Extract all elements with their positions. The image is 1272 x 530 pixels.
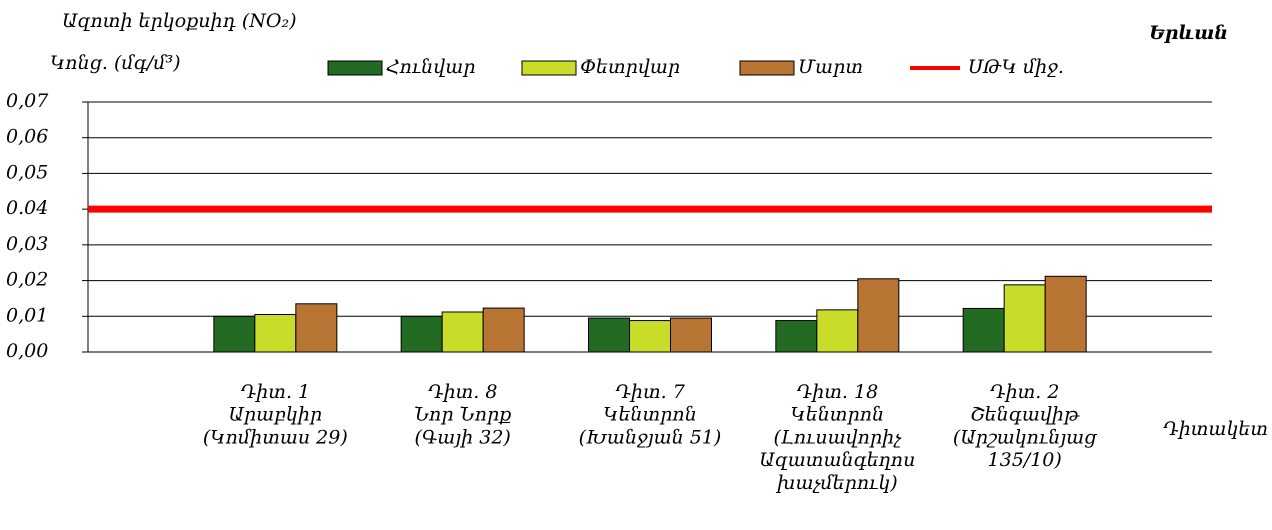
y-tick-label: 0,07	[6, 90, 49, 112]
y-axis-label: Կոնց. (մգ/մ³)	[50, 52, 181, 74]
x-tick-label: Կենտրոն	[603, 404, 697, 426]
x-tick-label: Կենտրոն	[791, 404, 885, 426]
bar	[816, 309, 859, 353]
x-axis-label: Դիտակետ	[1163, 418, 1268, 440]
x-tick-label: խաչմերուկ)	[775, 472, 898, 494]
legend-swatch	[521, 60, 577, 76]
legend-swatch	[327, 60, 383, 76]
x-tick-label: Դիտ. 18	[796, 381, 878, 403]
x-tick-label: Ազատանգեղոս	[759, 449, 915, 471]
legend-label: ՍԹԿ միջ.	[968, 56, 1064, 78]
x-tick-label: Շենգավիթ	[970, 404, 1080, 426]
x-tick-label: Նոր Նորք	[414, 404, 511, 426]
bar	[400, 315, 443, 353]
city-label: Երևան	[1149, 22, 1228, 44]
x-tick-label: Արաբկիր	[229, 404, 323, 426]
x-tick-label: 135/10)	[988, 449, 1062, 471]
bar	[254, 314, 297, 353]
y-tick-label: 0,01	[6, 304, 48, 326]
y-tick-label: 0,00	[6, 340, 48, 362]
x-tick-label: (Արշակունյաց	[953, 426, 1098, 448]
bar	[962, 307, 1005, 353]
x-tick-label: (Գայի 32)	[415, 426, 511, 448]
bar	[1044, 275, 1087, 353]
bar	[588, 317, 630, 353]
legend-label: Հունվար	[386, 56, 476, 78]
bar	[775, 320, 818, 353]
y-tick-label: 0,06	[6, 126, 48, 148]
y-tick-label: 0,03	[6, 233, 48, 255]
bar	[670, 317, 712, 353]
bar	[441, 311, 484, 353]
bar	[1003, 284, 1046, 353]
x-tick-label: Դիտ. 8	[428, 381, 498, 403]
y-tick-label: 0.04	[6, 197, 48, 219]
x-tick-label: Դիտ. 1	[241, 381, 311, 403]
legend-label: Մարտ	[798, 56, 863, 78]
y-tick-label: 0,02	[6, 269, 48, 291]
bar	[213, 315, 256, 353]
legend-swatch	[739, 60, 795, 76]
x-tick-label: (Խանջյան 51)	[579, 426, 722, 448]
bar	[857, 278, 900, 353]
bar	[295, 303, 338, 353]
bar	[629, 320, 671, 353]
x-tick-label: Դիտ. 7	[615, 381, 686, 403]
x-tick-label: (Կոմիտաս 29)	[203, 426, 348, 448]
x-tick-label: Դիտ. 2	[990, 381, 1060, 403]
x-tick-label: (Լուսավորիչ	[773, 426, 902, 448]
legend-label: Փետրվար	[580, 56, 680, 78]
bar	[482, 307, 525, 353]
chart-title: Ազոտի երկօքսիդ (NO₂)	[62, 10, 297, 32]
y-tick-label: 0,05	[6, 161, 48, 183]
